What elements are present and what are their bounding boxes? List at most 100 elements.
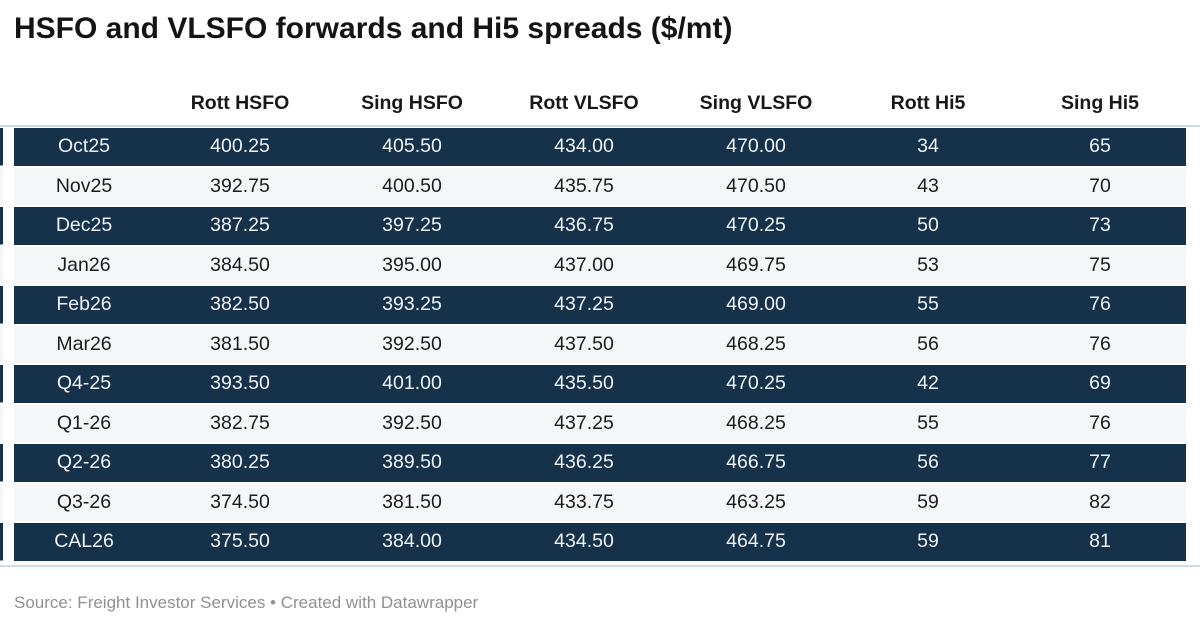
value-cell: 387.25 (210, 214, 270, 236)
source-text: Source: Freight Investor Services (14, 593, 266, 612)
value-cell: 470.25 (726, 372, 786, 394)
value-cell: 384.50 (210, 253, 270, 276)
value-cell: 76 (1089, 332, 1111, 355)
value-cell: 69 (1089, 372, 1111, 394)
row-label-cell: Q2-26 (56, 451, 112, 473)
value-cell: 380.25 (210, 451, 270, 473)
value-cell: 470.25 (726, 214, 786, 236)
value-cell: 464.75 (726, 530, 786, 552)
table-top-rule (0, 125, 1200, 127)
value-cell: 382.50 (210, 293, 270, 315)
datawrapper-credit-link[interactable]: Created with Datawrapper (280, 593, 479, 612)
value-cell: 384.00 (382, 530, 442, 552)
value-cell: 375.50 (210, 530, 270, 552)
table-row-jan26: Jan26 384.50 395.00 437.00 469.75 53 75 (14, 246, 1186, 284)
table-row-q4-25: Q4-25 393.50 401.00 435.50 470.25 42 69 (14, 365, 1186, 403)
value-cell: 389.50 (382, 451, 442, 473)
value-cell: 56 (917, 332, 939, 355)
table-row-dec25: Dec25 387.25 397.25 436.75 470.25 50 73 (14, 207, 1186, 245)
value-cell: 76 (1089, 411, 1111, 434)
table-row-nov25: Nov25 392.75 400.50 435.75 470.50 43 70 (14, 167, 1186, 205)
table-row-cal26: CAL26 375.50 384.00 434.50 464.75 59 81 (14, 523, 1186, 561)
column-header-sing-vlsfo: Sing VLSFO (699, 92, 813, 114)
column-header-sing-hi5: Sing Hi5 (1060, 92, 1139, 114)
value-cell: 59 (917, 490, 939, 513)
row-label-cell: Jan26 (57, 253, 111, 276)
row-label-cell: Dec25 (55, 214, 113, 236)
value-cell: 81 (1089, 530, 1111, 552)
value-cell: 43 (917, 174, 939, 197)
value-cell: 470.50 (726, 174, 786, 197)
left-edge-stripe-artifact (0, 128, 3, 562)
row-label-cell: Q1-26 (56, 411, 112, 434)
table-header-row: Rott HSFO Sing HSFO Rott VLSFO Sing VLSF… (14, 88, 1186, 118)
value-cell: 466.75 (726, 451, 786, 473)
row-label-cell: CAL26 (54, 530, 114, 552)
value-cell: 393.25 (382, 293, 442, 315)
page-title: HSFO and VLSFO forwards and Hi5 spreads … (14, 12, 733, 45)
value-cell: 392.50 (382, 411, 442, 434)
table-row-q3-26: Q3-26 374.50 381.50 433.75 463.25 59 82 (14, 483, 1186, 521)
table-row-q2-26: Q2-26 380.25 389.50 436.25 466.75 56 77 (14, 444, 1186, 482)
value-cell: 70 (1089, 174, 1111, 197)
value-cell: 397.25 (382, 214, 442, 236)
column-header-sing-hsfo: Sing HSFO (361, 92, 463, 114)
value-cell: 437.25 (554, 293, 614, 315)
value-cell: 433.75 (554, 490, 614, 513)
value-cell: 73 (1089, 214, 1111, 236)
value-cell: 468.25 (726, 411, 786, 434)
value-cell: 381.50 (210, 332, 270, 355)
table-bottom-rule (0, 565, 1200, 567)
value-cell: 400.25 (210, 135, 270, 157)
table-row-oct25: Oct25 400.25 405.50 434.00 470.00 34 65 (14, 128, 1186, 166)
table-row-mar26: Mar26 381.50 392.50 437.50 468.25 56 76 (14, 325, 1186, 363)
value-cell: 75 (1089, 253, 1111, 276)
value-cell: 382.75 (210, 411, 270, 434)
value-cell: 436.25 (554, 451, 614, 473)
value-cell: 53 (917, 253, 939, 276)
value-cell: 469.75 (726, 253, 786, 276)
value-cell: 434.00 (554, 135, 614, 157)
value-cell: 374.50 (210, 490, 270, 513)
value-cell: 468.25 (726, 332, 786, 355)
row-label-cell: Q3-26 (56, 490, 112, 513)
value-cell: 393.50 (210, 372, 270, 394)
column-header-rott-hsfo: Rott HSFO (190, 92, 290, 114)
row-label-cell: Feb26 (56, 293, 112, 315)
value-cell: 34 (917, 135, 939, 157)
value-cell: 392.75 (210, 174, 270, 197)
value-cell: 381.50 (382, 490, 442, 513)
value-cell: 400.50 (382, 174, 442, 197)
value-cell: 437.50 (554, 332, 614, 355)
column-header-blank (14, 88, 154, 118)
value-cell: 77 (1089, 451, 1111, 473)
value-cell: 405.50 (382, 135, 442, 157)
value-cell: 392.50 (382, 332, 442, 355)
row-label-cell: Nov25 (55, 174, 113, 197)
value-cell: 435.50 (554, 372, 614, 394)
row-label-cell: Mar26 (56, 332, 112, 355)
column-header-rott-vlsfo: Rott VLSFO (529, 92, 639, 114)
value-cell: 42 (917, 372, 939, 394)
value-cell: 55 (917, 411, 939, 434)
row-label-cell: Oct25 (57, 135, 111, 157)
value-cell: 463.25 (726, 490, 786, 513)
value-cell: 50 (917, 214, 939, 236)
row-label-cell: Q4-25 (56, 372, 112, 394)
value-cell: 469.00 (726, 293, 786, 315)
value-cell: 76 (1089, 293, 1111, 315)
table-row-feb26: Feb26 382.50 393.25 437.25 469.00 55 76 (14, 286, 1186, 324)
value-cell: 56 (917, 451, 939, 473)
value-cell: 436.75 (554, 214, 614, 236)
table-row-q1-26: Q1-26 382.75 392.50 437.25 468.25 55 76 (14, 404, 1186, 442)
value-cell: 59 (917, 530, 939, 552)
footer-separator: • (265, 593, 281, 612)
table-body: Oct25 400.25 405.50 434.00 470.00 34 65 … (14, 128, 1186, 563)
value-cell: 434.50 (554, 530, 614, 552)
value-cell: 65 (1089, 135, 1111, 157)
value-cell: 437.00 (554, 253, 614, 276)
footer: Source: Freight Investor Services • Crea… (14, 593, 478, 613)
column-header-rott-hi5: Rott Hi5 (890, 92, 966, 114)
value-cell: 82 (1089, 490, 1111, 513)
